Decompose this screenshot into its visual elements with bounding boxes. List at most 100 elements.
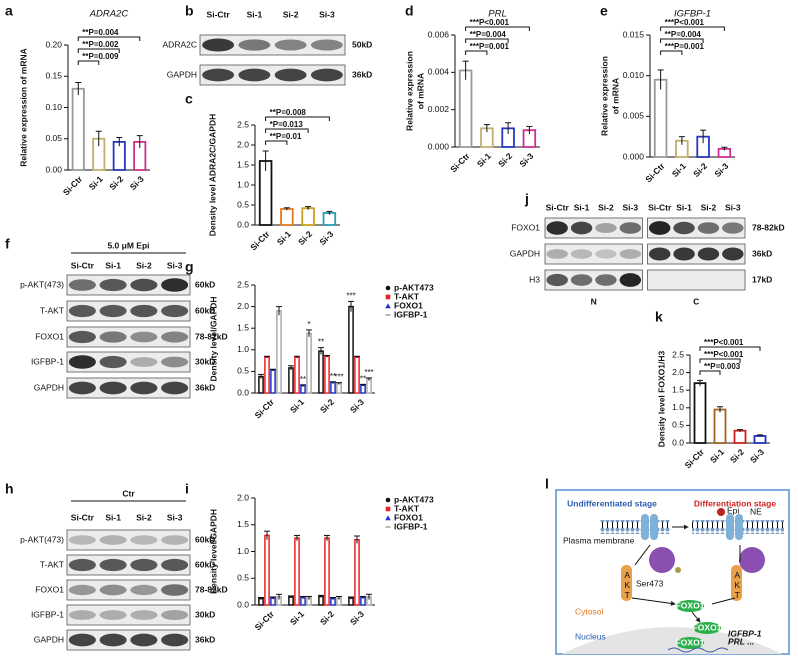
significance-bracket (77, 36, 141, 41)
y-tick-label: 0.05 (45, 133, 62, 143)
bar (318, 595, 324, 606)
y-axis-label: Density level/GAPDH (208, 509, 218, 594)
bar (458, 69, 473, 148)
y-tick-label: 0.5 (237, 573, 249, 583)
blot-band (130, 381, 158, 395)
y-tick-label: 2.5 (237, 279, 249, 289)
significance-label: **P=0.002 (82, 40, 119, 49)
lane-label: Si-3 (319, 9, 335, 19)
blot-strip (544, 217, 643, 239)
blot-band (722, 247, 744, 261)
bar (653, 78, 668, 158)
lane-label: Si-Ctr (71, 260, 95, 270)
legend-label: FOXO1 (394, 300, 423, 310)
blot-band (619, 249, 642, 259)
bar (348, 305, 354, 394)
g-protein (739, 547, 765, 573)
foxo1-label: FOXO1 (676, 637, 705, 647)
arrow (634, 544, 651, 566)
lane-label: Si-1 (574, 202, 590, 212)
blot-band (68, 535, 96, 545)
significance-label: **P=0.003 (704, 362, 741, 371)
y-tick-label: 1.0 (237, 344, 249, 354)
y-tick-label: 0.0 (672, 437, 684, 447)
size-label: 60kD (195, 279, 215, 289)
significance-label: **P=0.004 (82, 28, 119, 37)
bar (288, 596, 294, 606)
blot-band (68, 330, 96, 344)
blot-strip (66, 351, 191, 373)
significance-label: ***P<0.001 (665, 18, 705, 27)
row-label: H3 (529, 274, 540, 284)
bar (354, 538, 360, 606)
x-tick-label: Si-1 (475, 151, 493, 169)
y-tick-label: 0.5 (237, 199, 249, 209)
significance-bracket (660, 38, 704, 43)
foxo1-shape (693, 622, 721, 634)
bar (301, 207, 315, 226)
phospho (675, 567, 681, 573)
akt-label: AKT (732, 570, 742, 600)
blot-band (68, 304, 96, 318)
blot-band (130, 357, 158, 367)
lane-label: Si-Ctr (546, 202, 570, 212)
y-axis-label: Density level ADRA2C/GAPDH (207, 114, 217, 237)
blot-strip (647, 243, 746, 265)
x-tick-label: Si-2 (691, 161, 709, 179)
blot-band (99, 584, 127, 596)
y-axis-label: Relative expression (404, 51, 414, 131)
blot-band (99, 610, 127, 620)
y-tick-label: 0.004 (428, 67, 450, 77)
lane-label: Si-3 (167, 512, 183, 522)
y-tick-label: 0.0 (237, 219, 249, 229)
blot-band (673, 247, 695, 261)
inhibit (711, 597, 736, 605)
bar (264, 356, 270, 394)
x-tick-label: Si-Ctr (248, 228, 272, 252)
legend-label: FOXO1 (394, 512, 423, 522)
blot-band (161, 331, 189, 343)
significance-label: *P=0.013 (270, 120, 304, 129)
y-axis-label: of mRNA (610, 78, 620, 114)
panel-letter: a (5, 3, 13, 19)
blot-band (68, 558, 96, 572)
bar (354, 356, 360, 394)
bar (276, 310, 282, 394)
lane-label: Si-2 (136, 260, 152, 270)
size-label: 30kD (195, 609, 215, 619)
legend-label: IGFBP-1 (394, 309, 428, 319)
row-label: IGFBP-1 (31, 356, 64, 366)
g-protein (649, 547, 675, 573)
y-tick-label: 2.0 (237, 139, 249, 149)
x-tick-label: Si-2 (728, 447, 746, 465)
y-tick-label: 0.0 (237, 387, 249, 397)
x-tick-label: Si-3 (348, 397, 366, 415)
significance-bracket (660, 50, 683, 55)
y-tick-label: 0.002 (428, 104, 450, 114)
blot-strip (66, 529, 191, 551)
y-tick-label: 0.5 (672, 420, 684, 430)
x-tick-label: Si-1 (670, 161, 688, 179)
bar (360, 596, 366, 606)
stage-title: Differentiation stage (694, 498, 776, 508)
panel-letter: k (655, 309, 663, 325)
blot-header: 5.0 μM Epi (107, 240, 149, 250)
significance-bracket (77, 48, 120, 53)
significance-bracket (465, 50, 488, 55)
y-tick-label: 1.5 (237, 159, 249, 169)
significance-label: ***P<0.001 (704, 338, 744, 347)
epi-ligand (717, 508, 725, 516)
y-tick-label: 0.15 (45, 71, 62, 81)
significance-label: ***P<0.001 (704, 350, 744, 359)
row-label: FOXO1 (511, 222, 540, 232)
significance-bracket (699, 346, 761, 351)
blot-band (697, 247, 720, 261)
legend-label: T-AKT (394, 291, 420, 301)
y-tick-label: 1.5 (672, 384, 684, 394)
significance-label: **P=0.008 (270, 108, 307, 117)
blot-strip (66, 326, 191, 348)
legend-marker (385, 314, 391, 316)
y-tick-label: 0.20 (45, 39, 62, 49)
x-tick-label: Si-1 (275, 229, 293, 247)
blot-band (161, 633, 189, 647)
